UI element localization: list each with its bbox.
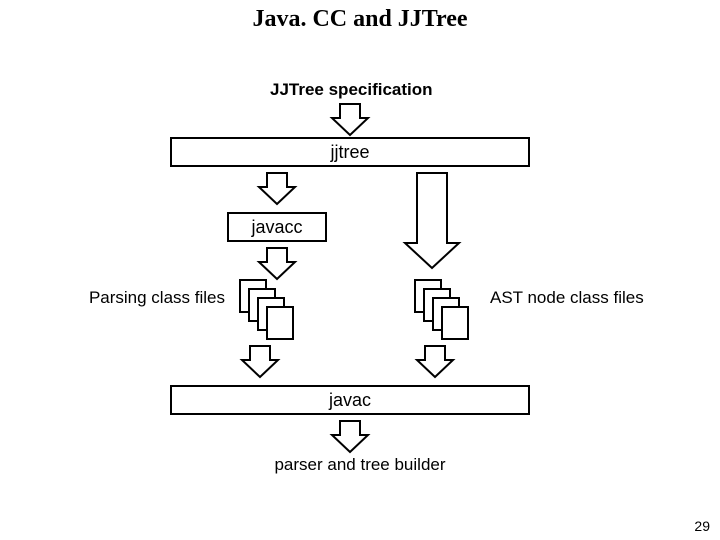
arrow-javac-to-output-icon	[332, 421, 368, 452]
files-left-icon	[240, 280, 293, 339]
arrow-javacc-to-files-icon	[259, 248, 295, 279]
arrow-jjtree-to-javacc-icon	[259, 173, 295, 204]
files-right-icon	[415, 280, 468, 339]
arrow-jjtree-to-ast-icon	[405, 173, 459, 268]
page-number: 29	[694, 518, 710, 534]
arrow-spec-to-jjtree-icon	[332, 104, 368, 135]
arrow-leftfiles-to-javac-icon	[242, 346, 278, 377]
arrow-rightfiles-to-javac-icon	[417, 346, 453, 377]
